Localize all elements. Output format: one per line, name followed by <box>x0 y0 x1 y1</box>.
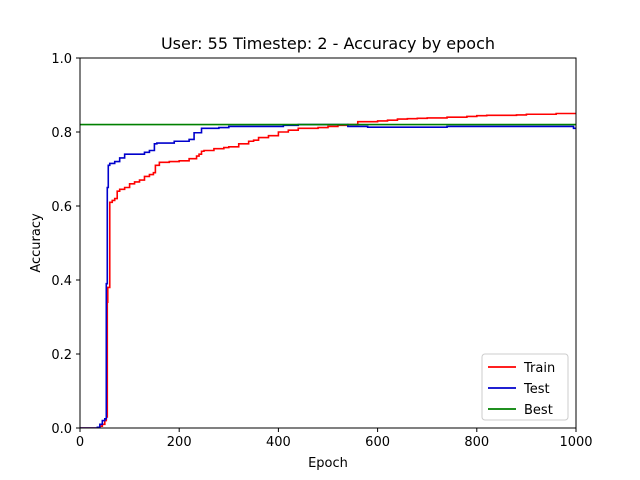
legend-label-train: Train <box>523 361 555 376</box>
y-tick-label: 0.8 <box>51 126 72 141</box>
legend: Train Test Best <box>481 353 569 421</box>
y-axis-ticks: 0.0 0.2 0.4 0.6 0.8 1.0 <box>51 52 80 437</box>
y-tick-label: 1.0 <box>51 52 72 67</box>
x-tick-label: 800 <box>464 435 489 450</box>
y-tick-label: 0.2 <box>51 348 72 363</box>
legend-label-test: Test <box>523 382 550 397</box>
legend-label-best: Best <box>524 403 553 418</box>
legend-box <box>481 353 569 421</box>
x-tick-label: 0 <box>76 435 84 450</box>
x-tick-label: 600 <box>365 435 390 450</box>
y-axis-label: Accuracy <box>29 213 44 273</box>
chart-title: User: 55 Timestep: 2 - Accuracy by epoch <box>161 34 495 53</box>
y-tick-label: 0.4 <box>51 274 72 289</box>
series-layer <box>80 112 576 428</box>
x-axis-ticks: 0 200 400 600 800 1000 <box>76 428 593 450</box>
x-tick-label: 200 <box>167 435 192 450</box>
plot-frame <box>79 57 577 429</box>
x-tick-label: 400 <box>266 435 291 450</box>
y-tick-label: 0.6 <box>51 200 72 215</box>
x-axis-label: Epoch <box>308 456 348 471</box>
series-line-train <box>80 112 576 428</box>
y-tick-label: 0.0 <box>51 422 72 437</box>
series-line-test <box>80 123 576 428</box>
x-tick-label: 1000 <box>559 435 592 450</box>
